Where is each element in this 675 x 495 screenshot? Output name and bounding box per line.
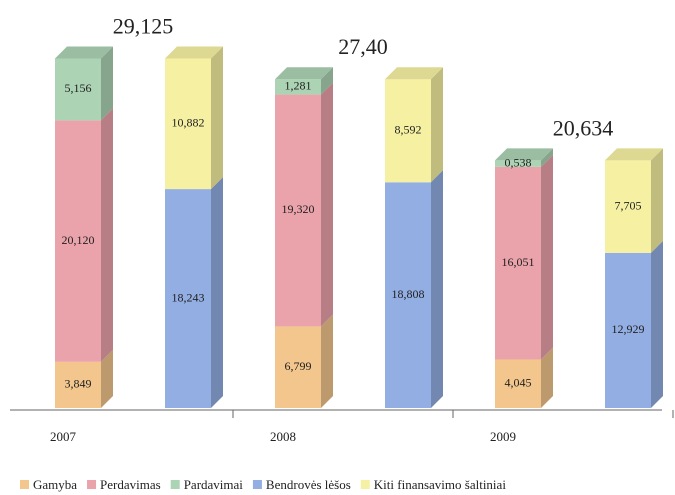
bar-side (541, 154, 553, 360)
bar-top (605, 148, 663, 161)
bar-side (101, 349, 113, 408)
bar-top (385, 67, 443, 80)
data-label: 0,538 (505, 155, 532, 169)
data-label: 12,929 (612, 322, 645, 336)
bar-side (101, 46, 113, 121)
legend-label: Bendrovės lėšos (266, 477, 351, 492)
bar-side (541, 148, 553, 167)
total-label: 27,40 (338, 34, 388, 59)
bar-side (321, 67, 333, 95)
legend-label: Kiti finansavimo šaltiniai (374, 477, 507, 492)
data-label: 3,849 (65, 377, 92, 391)
bar-segment (385, 79, 431, 183)
bar-segment (605, 252, 651, 408)
bar-segment (275, 326, 321, 408)
bar-segment (165, 189, 211, 408)
data-label: 5,156 (65, 81, 92, 95)
data-label: 7,705 (615, 198, 642, 212)
bar-segment (55, 120, 101, 362)
data-label: 20,120 (62, 233, 95, 247)
bar-top (55, 46, 113, 59)
bar-segment (55, 361, 101, 408)
data-label: 4,045 (505, 375, 532, 389)
bar-segment (385, 182, 431, 408)
data-label: 18,243 (172, 290, 205, 304)
data-label: 18,808 (392, 287, 425, 301)
bar-top (165, 46, 223, 59)
legend-swatch (20, 480, 29, 489)
data-label: 19,320 (282, 202, 315, 216)
total-label: 20,634 (553, 115, 614, 140)
bar-side (321, 82, 333, 327)
legend-label: Gamyba (33, 477, 77, 492)
bar-side (321, 314, 333, 408)
bar-segment (605, 160, 651, 253)
bar-side (211, 177, 223, 408)
bar-segment (275, 94, 321, 327)
bar-side (101, 108, 113, 362)
legend-swatch (360, 480, 370, 489)
data-label: 6,799 (285, 359, 312, 373)
legend-swatch (170, 480, 180, 489)
bar-top (275, 67, 333, 80)
data-label: 10,882 (172, 116, 205, 130)
legend-swatch (87, 480, 97, 489)
x-tick-label: 2008 (270, 429, 296, 444)
legend-swatch (252, 480, 262, 489)
bar-side (651, 240, 663, 408)
bar-segment (165, 58, 211, 190)
bar-top (495, 148, 553, 161)
bar-segment (495, 160, 541, 167)
bar-segment (55, 58, 101, 121)
bar-side (211, 46, 223, 190)
legend-label: Pardavimai (184, 477, 244, 492)
bar-side (651, 148, 663, 253)
x-tick-label: 2007 (50, 429, 77, 444)
bar-side (431, 170, 443, 408)
total-label: 29,125 (113, 14, 174, 39)
legend-label: Perdavimas (100, 477, 161, 492)
bar-side (541, 347, 553, 408)
bar-segment (275, 79, 321, 95)
bar-segment (495, 166, 541, 360)
bar-side (431, 67, 443, 183)
data-label: 8,592 (395, 123, 422, 137)
data-label: 16,051 (502, 255, 535, 269)
data-label: 1,281 (285, 79, 312, 93)
x-tick-label: 2009 (490, 429, 516, 444)
bar-segment (495, 359, 541, 408)
